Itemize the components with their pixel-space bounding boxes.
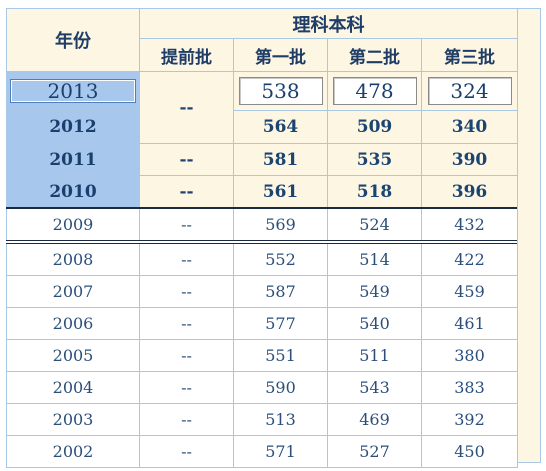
batch2-header: 第二批 — [327, 38, 422, 72]
table-row[interactable]: 2012 564 509 340 — [6, 110, 518, 144]
science-undergrad-header: 理科本科 — [139, 8, 518, 39]
early-batch-cell-merged: -- — [139, 71, 234, 144]
batch3-cell: 396 — [421, 175, 518, 209]
batch3-cell: 390 — [421, 143, 518, 176]
year-cell[interactable]: 2011 — [6, 143, 140, 176]
batch3-cell: 340 — [421, 110, 518, 144]
early-batch-cell: -- — [139, 371, 234, 404]
batch1-cell: 569 — [233, 207, 328, 243]
batch3-cell: 383 — [421, 371, 518, 404]
table-row[interactable]: 2011 -- 581 535 390 — [6, 143, 518, 176]
early-batch-cell: -- — [139, 275, 234, 308]
header-row-group: 年份 理科本科 — [6, 8, 518, 72]
batch3-cell: 422 — [421, 240, 518, 276]
early-batch-cell: -- — [139, 175, 234, 209]
batch3-cell: 459 — [421, 275, 518, 308]
batch2-cell: 509 — [327, 110, 422, 144]
batch1-cell: 577 — [233, 307, 328, 340]
early-batch-cell: -- — [139, 339, 234, 372]
batch2-cell: 535 — [327, 143, 422, 176]
batch3-header: 第三批 — [421, 38, 518, 72]
early-batch-cell: -- — [139, 307, 234, 340]
batch2-cell: 518 — [327, 175, 422, 209]
batch1-cell-selected[interactable]: 538 — [233, 71, 328, 111]
batch1-cell: 571 — [233, 435, 328, 468]
batch3-cell: 432 — [421, 207, 518, 243]
year-cell[interactable]: 2006 — [6, 307, 140, 340]
early-batch-cell: -- — [139, 207, 234, 243]
year-cell[interactable]: 2007 — [6, 275, 140, 308]
table-row[interactable]: 2006 -- 577 540 461 — [6, 307, 518, 340]
batch2-cell: 469 — [327, 403, 422, 436]
table-row[interactable]: 2002 -- 571 527 450 — [6, 435, 518, 468]
year-cell[interactable]: 2010 — [6, 175, 140, 209]
table-row[interactable]: 2009 -- 569 524 432 — [6, 207, 518, 243]
right-edge-strip — [517, 8, 541, 463]
table-row[interactable]: 2004 -- 590 543 383 — [6, 371, 518, 404]
batch2-cell-selected[interactable]: 478 — [327, 71, 422, 111]
year-cell[interactable]: 2008 — [6, 240, 140, 276]
batch3-cell: 392 — [421, 403, 518, 436]
batch3-field[interactable]: 324 — [427, 77, 512, 105]
batch2-cell: 543 — [327, 371, 422, 404]
year-cell[interactable]: 2005 — [6, 339, 140, 372]
year-cell[interactable]: 2009 — [6, 207, 140, 243]
year-cell[interactable]: 2012 — [6, 110, 140, 144]
table-row[interactable]: 2010 -- 561 518 396 — [6, 175, 518, 209]
early-batch-header: 提前批 — [139, 38, 234, 72]
batch1-cell: 581 — [233, 143, 328, 176]
batch2-cell: 549 — [327, 275, 422, 308]
year-cell[interactable]: 2004 — [6, 371, 140, 404]
batch3-cell-selected[interactable]: 324 — [421, 71, 518, 111]
batch1-cell: 552 — [233, 240, 328, 276]
table-row[interactable]: 2007 -- 587 549 459 — [6, 275, 518, 308]
batch1-cell: 564 — [233, 110, 328, 144]
batch1-cell: 551 — [233, 339, 328, 372]
batch3-cell: 461 — [421, 307, 518, 340]
selected-year-field[interactable]: 2013 — [10, 79, 136, 103]
early-batch-cell: -- — [139, 143, 234, 176]
table-row[interactable]: 2003 -- 513 469 392 — [6, 403, 518, 436]
early-batch-cell: -- — [139, 435, 234, 468]
batch2-cell: 540 — [327, 307, 422, 340]
batch1-cell: 590 — [233, 371, 328, 404]
batch1-header: 第一批 — [233, 38, 328, 72]
batch2-cell: 511 — [327, 339, 422, 372]
year-cell-selected[interactable]: 2013 — [6, 71, 140, 111]
batch3-cell: 450 — [421, 435, 518, 468]
batch2-cell: 527 — [327, 435, 422, 468]
batch1-cell: 561 — [233, 175, 328, 209]
batch3-cell: 380 — [421, 339, 518, 372]
year-column-header: 年份 — [6, 8, 140, 72]
batch1-field[interactable]: 538 — [238, 77, 323, 105]
table-row[interactable]: 2005 -- 551 511 380 — [6, 339, 518, 372]
early-batch-cell: -- — [139, 403, 234, 436]
batch2-cell: 514 — [327, 240, 422, 276]
year-cell[interactable]: 2003 — [6, 403, 140, 436]
table-row-2013[interactable]: 2013 -- 538 478 324 — [6, 71, 518, 144]
batch2-cell: 524 — [327, 207, 422, 243]
early-batch-cell: -- — [139, 240, 234, 276]
batch2-field[interactable]: 478 — [332, 77, 417, 105]
table-row[interactable]: 2008 -- 552 514 422 — [6, 240, 518, 276]
score-table: 年份 理科本科 提前批 第一批 第二批 第三批 2013 -- 538 478 … — [6, 8, 518, 468]
batch1-cell: 513 — [233, 403, 328, 436]
year-cell[interactable]: 2002 — [6, 435, 140, 468]
batch1-cell: 587 — [233, 275, 328, 308]
header-row-batches: 提前批 第一批 第二批 第三批 — [6, 38, 518, 72]
